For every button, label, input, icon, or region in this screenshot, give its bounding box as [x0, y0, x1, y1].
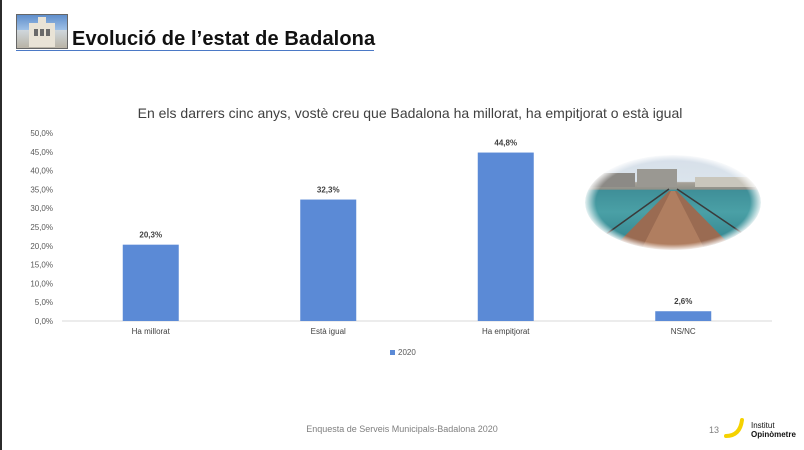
data-label: 2,6% [674, 297, 692, 306]
x-category-label: NS/NC [671, 327, 696, 336]
x-category-label: Ha empitjorat [482, 327, 530, 336]
title-underline [16, 50, 374, 51]
y-tick-label: 15,0% [30, 261, 53, 270]
logo-text: Institut Opinòmetre [751, 421, 796, 439]
data-label: 32,3% [317, 186, 340, 195]
y-tick-label: 10,0% [30, 279, 53, 288]
y-tick-label: 50,0% [30, 129, 53, 138]
chart-title: En els darrers cinc anys, vostè creu que… [137, 105, 683, 121]
x-category-label: Ha millorat [132, 327, 171, 336]
logo-line2: Opinòmetre [751, 430, 796, 439]
y-tick-label: 35,0% [30, 185, 53, 194]
bar-est-igual [300, 199, 357, 321]
y-tick-label: 45,0% [30, 148, 53, 157]
opinometre-logo-icon [724, 418, 744, 438]
legend-label: 2020 [398, 348, 416, 357]
y-tick-label: 0,0% [35, 317, 53, 326]
legend-swatch [390, 350, 395, 355]
data-label: 20,3% [139, 231, 162, 240]
bar-ha-empitjorat [477, 152, 534, 321]
y-tick-label: 25,0% [30, 223, 53, 232]
footer-survey-name: Enquesta de Serveis Municipals-Badalona … [306, 424, 498, 434]
town-hall-thumbnail [16, 14, 68, 49]
y-tick-label: 40,0% [30, 167, 53, 176]
bar-ha-millorat [122, 244, 179, 321]
page-number: 13 [709, 425, 720, 435]
badalona-pier-photo [585, 155, 761, 250]
y-tick-label: 20,0% [30, 242, 53, 251]
y-tick-label: 5,0% [35, 298, 53, 307]
x-category-label: Està igual [311, 327, 346, 336]
data-label: 44,8% [494, 139, 517, 148]
bar-ns-nc [655, 311, 712, 321]
y-tick-label: 30,0% [30, 204, 53, 213]
slide-title: Evolució de l’estat de Badalona [72, 28, 376, 50]
logo-line1: Institut [751, 421, 775, 430]
window-edge [0, 0, 2, 450]
